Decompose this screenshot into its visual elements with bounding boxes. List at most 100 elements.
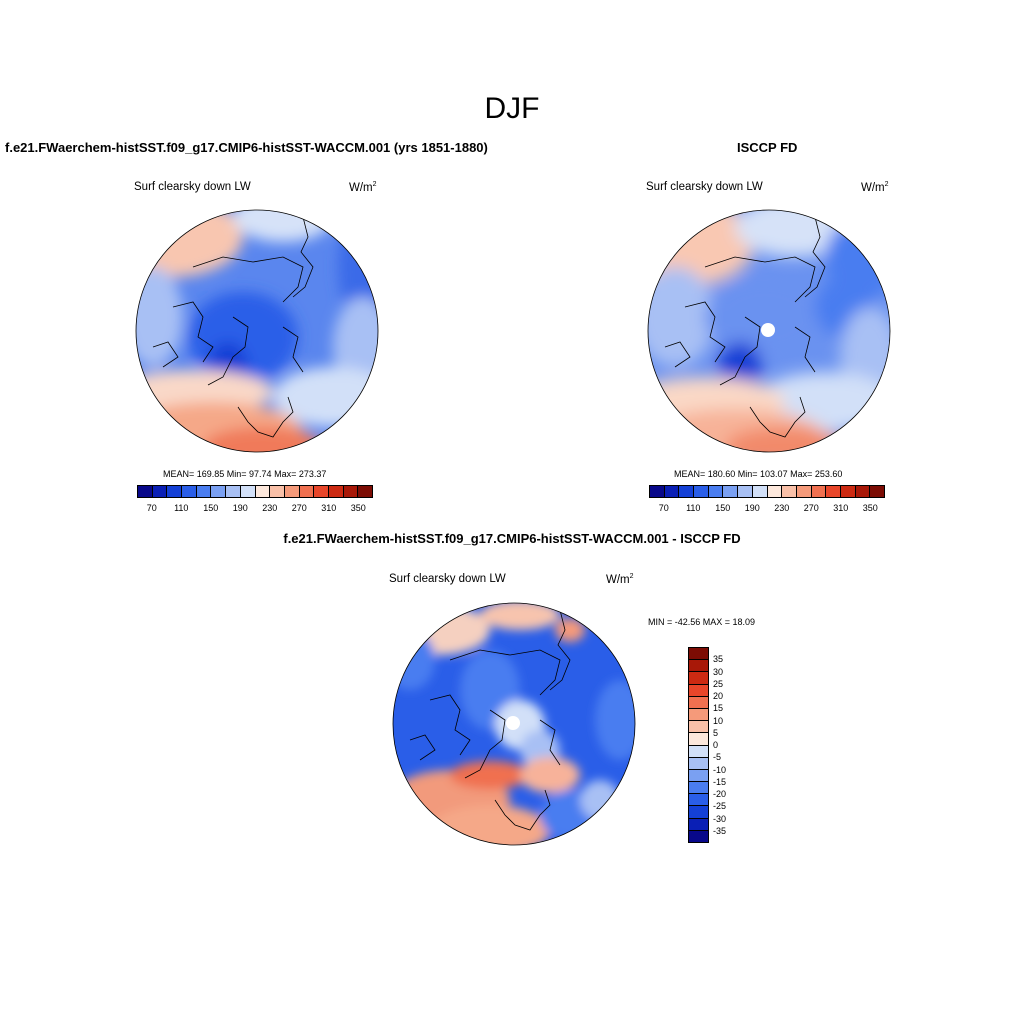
colorbar-tick-label: 350: [862, 503, 878, 513]
colorbar-box: [782, 486, 797, 497]
panel1-variable-label: Surf clearsky down LW: [134, 181, 251, 193]
colorbar-box: [689, 660, 708, 673]
colorbar-tick-label: -25: [713, 801, 727, 812]
colorbar-box: [870, 486, 884, 497]
colorbar-box: [826, 486, 841, 497]
colorbar-box: [689, 757, 708, 770]
colorbar-box: [299, 486, 315, 497]
panel1-units: W/m2: [349, 181, 377, 194]
colorbar-tick-label: 150: [203, 503, 219, 513]
colorbar-box: [343, 486, 359, 497]
colorbar-tick-label: 230: [774, 503, 790, 513]
colorbar-box: [767, 486, 783, 497]
colorbar-tick-label: 15: [713, 703, 724, 714]
panel3-colorbar: [688, 647, 709, 843]
colorbar-box: [211, 486, 227, 497]
colorbar-box: [270, 486, 285, 497]
panel3-polar-map: [392, 602, 636, 846]
colorbar-tick-label: -30: [713, 813, 727, 824]
colorbar-box: [752, 486, 768, 497]
colorbar-tick-label: 25: [713, 678, 724, 689]
panel2-variable-label: Surf clearsky down LW: [646, 181, 763, 193]
colorbar-box: [796, 486, 812, 497]
colorbar-tick-label: -20: [713, 789, 727, 799]
colorbar-box: [689, 696, 708, 709]
colorbar-tick-label: -5: [713, 752, 722, 763]
colorbar-tick-label: 70: [658, 503, 669, 513]
colorbar-box: [689, 794, 708, 807]
colorbar-box: [664, 486, 680, 497]
colorbar-tick-label: -35: [713, 825, 727, 836]
colorbar-tick-label: 20: [713, 691, 724, 701]
panel2-polar-map: [647, 209, 891, 453]
colorbar-tick-label: -15: [713, 776, 727, 787]
colorbar-box: [840, 486, 856, 497]
colorbar-box: [650, 486, 665, 497]
colorbar-box: [689, 672, 708, 685]
colorbar-box: [689, 769, 708, 783]
colorbar-box: [738, 486, 753, 497]
colorbar-tick-label: 310: [321, 503, 337, 513]
panel2-colorbar-ticks: 70 110 150 190 230 270 310 350: [649, 503, 885, 515]
colorbar-box: [314, 486, 329, 497]
panel2-title: ISCCP FD: [737, 140, 798, 155]
colorbar-box: [689, 684, 708, 697]
panel3-stats: MIN = -42.56 MAX = 18.09: [648, 617, 756, 627]
colorbar-tick-label: 35: [713, 654, 724, 665]
colorbar-box: [328, 486, 344, 497]
colorbar-box: [694, 486, 709, 497]
colorbar-tick-label: 70: [146, 503, 157, 513]
colorbar-box: [138, 486, 153, 497]
colorbar-box: [689, 648, 708, 661]
panel3-colorbar-ticks: 35 30 25 20 15 10 5 0 -5 -10 -15 -20 -25 -30 -35: [713, 647, 743, 843]
panel1-colorbar: [137, 485, 373, 498]
colorbar-tick-label: 230: [262, 503, 278, 513]
panel1-stats: MEAN= 169.85 Min= 97.74 Max= 273.37: [163, 469, 327, 479]
colorbar-box: [226, 486, 241, 497]
colorbar-box: [689, 745, 708, 758]
colorbar-box: [689, 708, 708, 722]
colorbar-box: [689, 830, 708, 842]
colorbar-box: [182, 486, 197, 497]
colorbar-tick-label: 0: [713, 740, 719, 750]
colorbar-box: [152, 486, 168, 497]
colorbar-tick-label: 350: [350, 503, 366, 513]
panel1-title: f.e21.FWaerchem-histSST.f09_g17.CMIP6-hi…: [5, 140, 488, 155]
colorbar-box: [679, 486, 695, 497]
colorbar-tick-label: 5: [713, 727, 719, 738]
colorbar-tick-label: 190: [744, 503, 760, 513]
colorbar-box: [196, 486, 212, 497]
colorbar-box: [358, 486, 372, 497]
colorbar-tick-label: 270: [291, 503, 307, 513]
colorbar-box: [708, 486, 724, 497]
colorbar-box: [240, 486, 256, 497]
panel2-colorbar: [649, 485, 885, 498]
colorbar-tick-label: 150: [715, 503, 731, 513]
colorbar-tick-label: -10: [713, 764, 727, 775]
colorbar-tick-label: 30: [713, 666, 724, 677]
colorbar-tick-label: 10: [713, 715, 724, 726]
colorbar-box: [284, 486, 300, 497]
colorbar-box: [855, 486, 871, 497]
panel2-units: W/m2: [861, 181, 889, 194]
colorbar-box: [723, 486, 739, 497]
colorbar-box: [167, 486, 183, 497]
panel3-units: W/m2: [606, 573, 634, 586]
panel1-colorbar-ticks: 70 110 150 190 230 270 310 350: [137, 503, 373, 515]
panel3-variable-label: Surf clearsky down LW: [389, 573, 506, 585]
colorbar-tick-label: 110: [686, 503, 701, 513]
colorbar-tick-label: 310: [833, 503, 849, 513]
colorbar-box: [689, 782, 708, 795]
figure-title: DJF: [484, 92, 540, 125]
panel2-stats: MEAN= 180.60 Min= 103.07 Max= 253.60: [674, 469, 843, 479]
colorbar-box: [811, 486, 827, 497]
colorbar-box: [689, 806, 708, 819]
colorbar-box: [689, 721, 708, 734]
colorbar-tick-label: 190: [232, 503, 248, 513]
colorbar-box: [255, 486, 271, 497]
colorbar-tick-label: 270: [803, 503, 819, 513]
colorbar-tick-label: 110: [174, 503, 189, 513]
colorbar-box: [689, 818, 708, 831]
colorbar-box: [689, 733, 708, 746]
panel3-title: f.e21.FWaerchem-histSST.f09_g17.CMIP6-hi…: [283, 531, 741, 546]
